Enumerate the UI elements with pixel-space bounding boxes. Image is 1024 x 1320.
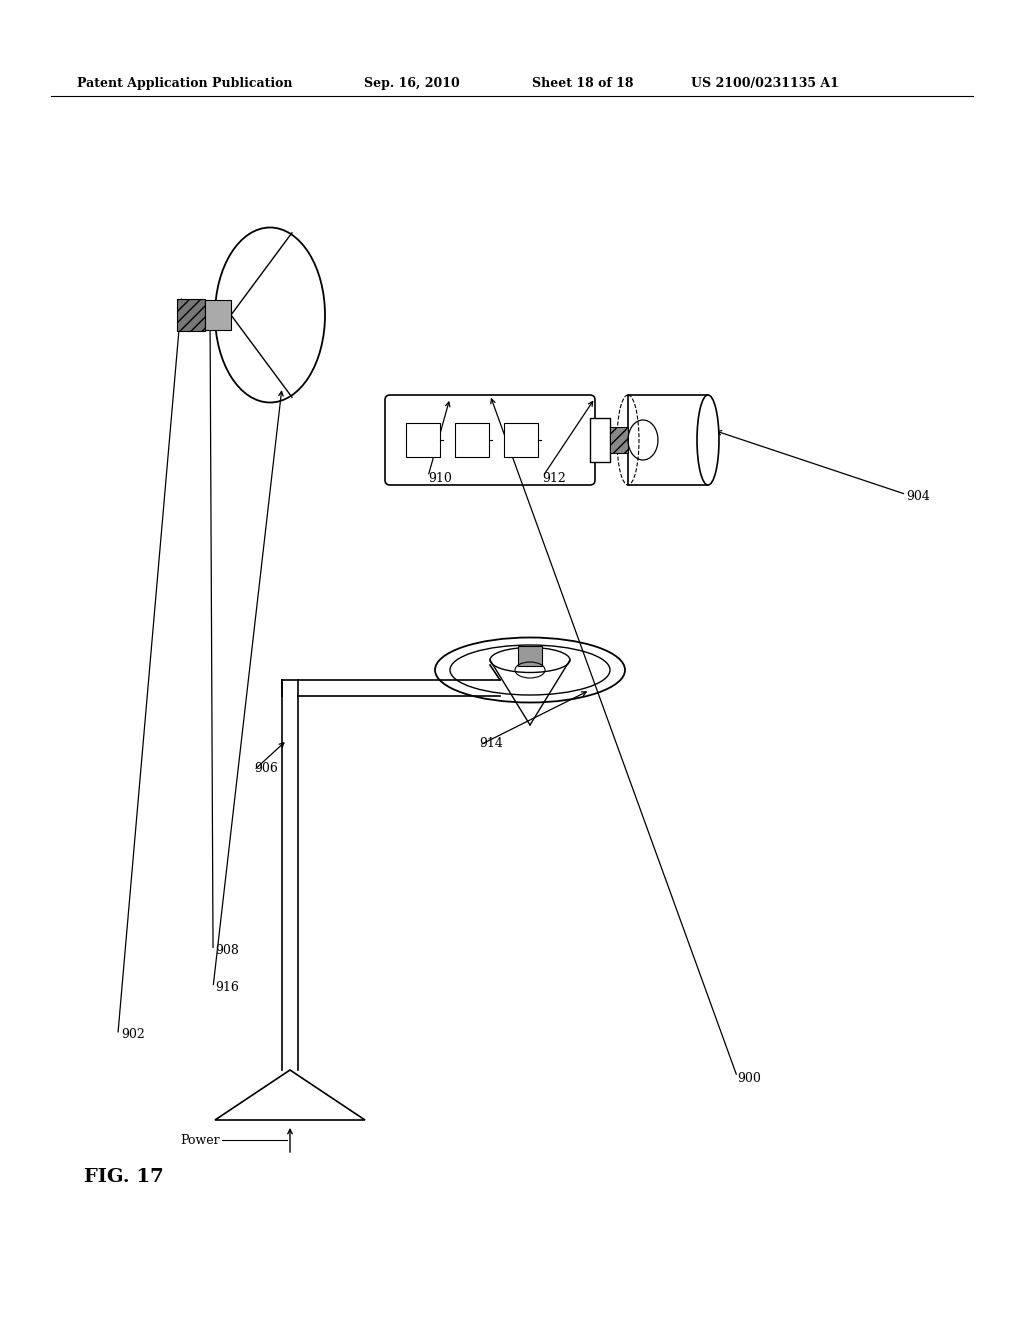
Polygon shape: [215, 1071, 365, 1119]
Text: 906: 906: [254, 762, 278, 775]
Text: Sheet 18 of 18: Sheet 18 of 18: [532, 77, 634, 90]
Bar: [590, 418, 610, 462]
Bar: [628, 395, 708, 484]
Bar: [177, 300, 205, 331]
Bar: [406, 422, 440, 457]
Text: 900: 900: [737, 1072, 761, 1085]
Text: 916: 916: [215, 981, 239, 994]
Text: 904: 904: [906, 490, 930, 503]
Text: Power: Power: [180, 1134, 220, 1147]
Ellipse shape: [697, 395, 719, 484]
Bar: [205, 300, 231, 330]
Bar: [504, 422, 538, 457]
Text: 910: 910: [428, 473, 452, 484]
Text: FIG. 17: FIG. 17: [84, 1168, 164, 1187]
Text: 912: 912: [543, 473, 566, 484]
Text: 908: 908: [215, 944, 239, 957]
Bar: [610, 426, 628, 453]
Text: 902: 902: [121, 1028, 144, 1041]
Bar: [177, 300, 205, 331]
Text: US 2100/0231135 A1: US 2100/0231135 A1: [691, 77, 839, 90]
Text: Patent Application Publication: Patent Application Publication: [77, 77, 292, 90]
Bar: [518, 645, 542, 667]
Bar: [455, 422, 489, 457]
Bar: [610, 426, 628, 453]
Text: Sep. 16, 2010: Sep. 16, 2010: [364, 77, 460, 90]
Text: 914: 914: [479, 737, 503, 750]
FancyBboxPatch shape: [385, 395, 595, 484]
